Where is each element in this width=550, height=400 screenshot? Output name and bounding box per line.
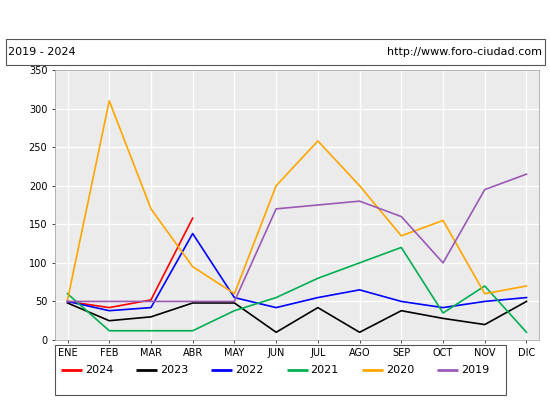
Text: Evolucion Nº Turistas Nacionales en el municipio de Ilche: Evolucion Nº Turistas Nacionales en el m… [52, 12, 498, 26]
Text: 2019: 2019 [461, 365, 489, 375]
Text: 2022: 2022 [235, 365, 264, 375]
Text: http://www.foro-ciudad.com: http://www.foro-ciudad.com [387, 47, 542, 57]
Text: 2019 - 2024: 2019 - 2024 [8, 47, 76, 57]
Text: 2020: 2020 [386, 365, 414, 375]
Text: 2024: 2024 [85, 365, 113, 375]
Text: 2021: 2021 [311, 365, 339, 375]
Text: 2023: 2023 [160, 365, 189, 375]
